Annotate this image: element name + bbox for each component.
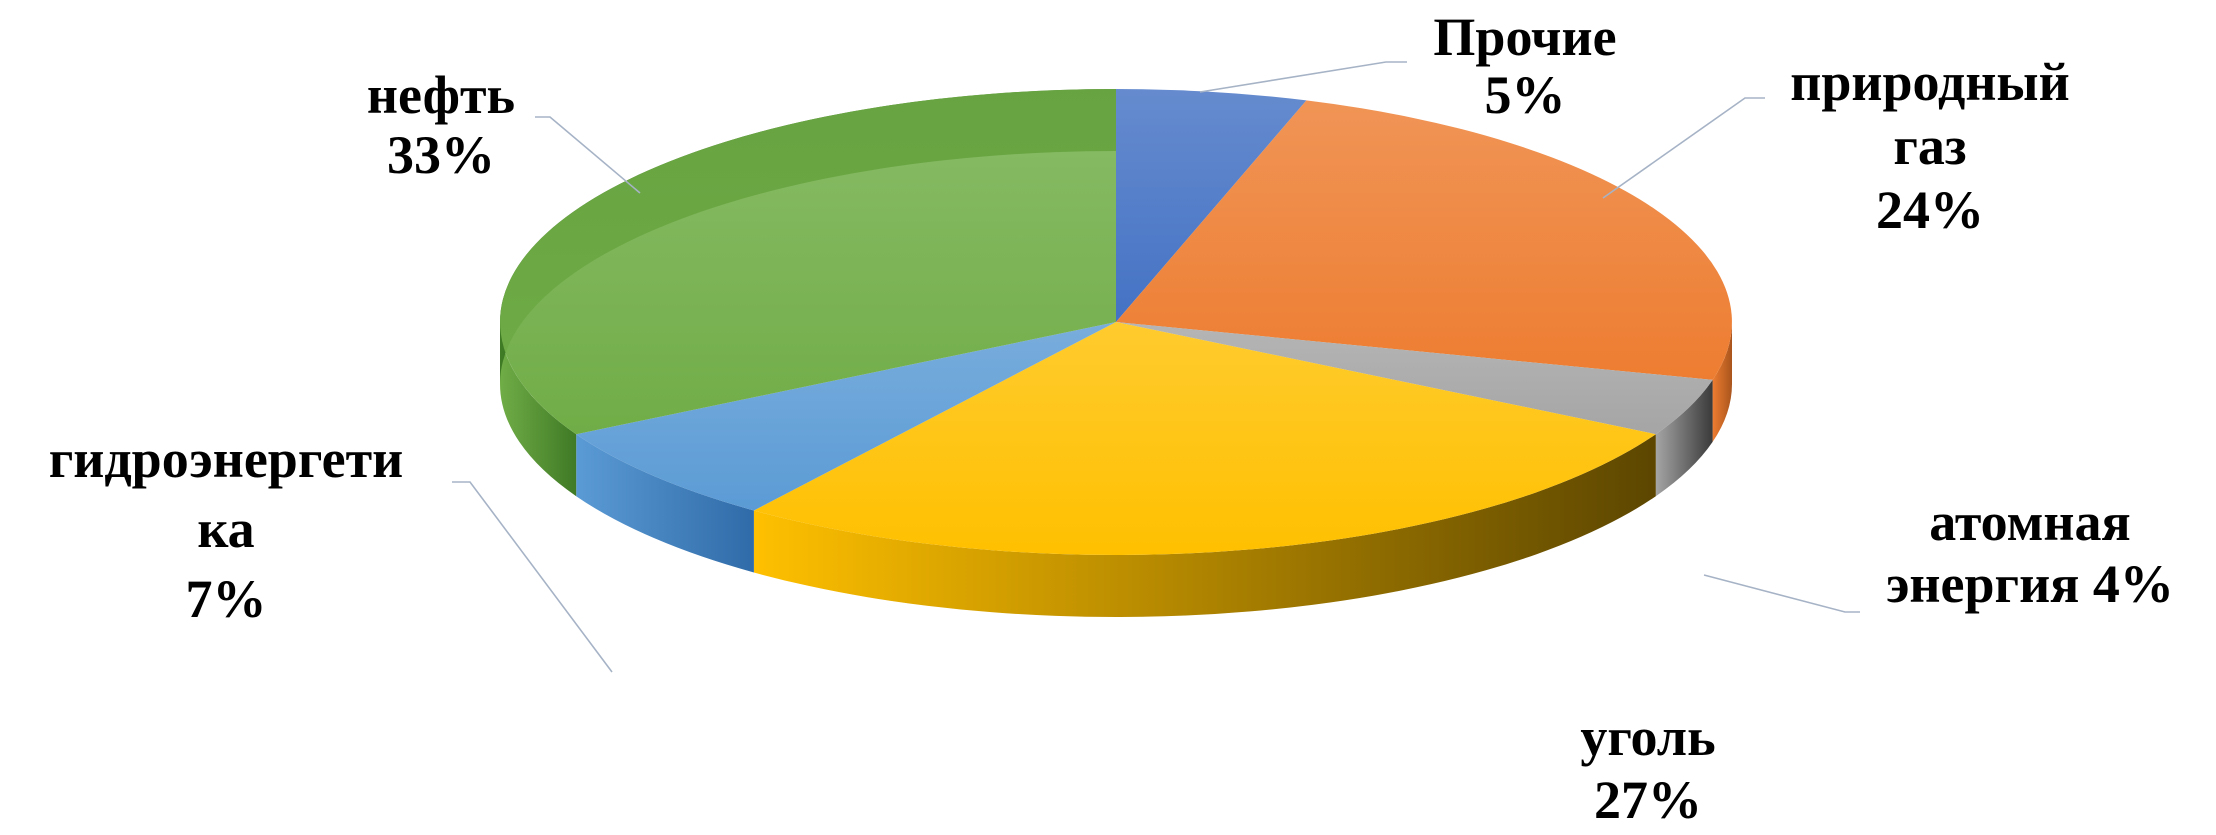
leader-line-природный-газ [1602,97,1765,199]
slice-top-природный-газ [1116,100,1732,380]
slice-side-нефть [500,322,577,497]
data-label-нефть: нефть 33% [367,65,515,185]
leader-line-гидроэнергетика [452,481,613,673]
data-label-гидроэнергетика: гидроэнергети ка 7% [49,429,404,629]
slice-side-гидроэнергетика [576,434,754,573]
pie-tops [500,89,1732,555]
slice-side-природный-газ [1712,322,1732,442]
slice-side-атомная-энергия [1655,379,1713,497]
slice-side-уголь [753,434,1656,617]
slice-top-прочие [1116,89,1307,322]
leader-line-нефть [535,116,641,194]
data-label-природный-газ: природный газ 24% [1790,52,2069,240]
data-label-прочие: Прочие 5% [1433,7,1616,125]
leader-line-прочие [1199,61,1407,93]
data-label-уголь: уголь 27% [1580,707,1715,830]
slice-top-атомная-энергия [1116,322,1713,435]
slice-top-уголь [753,322,1656,555]
slice-top-нефть [500,89,1117,435]
slice-labels: Прочие 5% природный газ 24% атомная энергия 4%… [49,7,2174,830]
leader-line-атомная-энергия [1703,574,1860,613]
data-label-атомная-энергия: атомная энергия 4% [1886,492,2174,614]
slice-top-гидроэнергетика [576,322,1116,511]
leader-lines [452,61,1860,673]
